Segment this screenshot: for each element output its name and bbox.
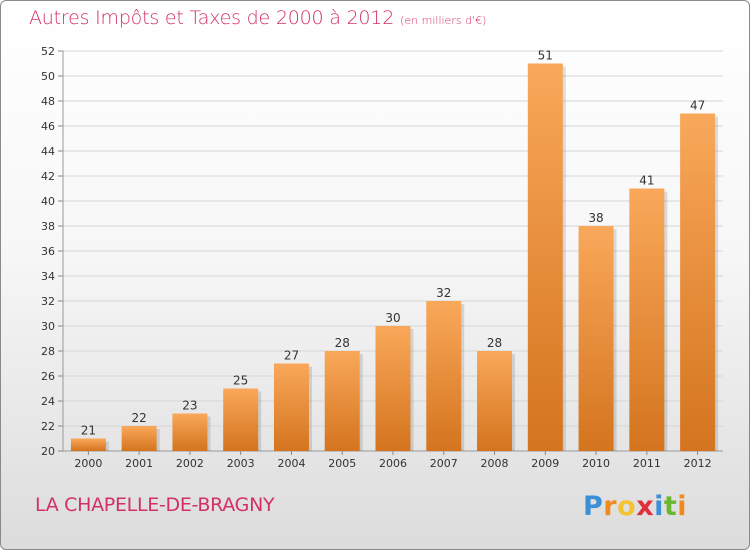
x-tick-label: 2007 <box>430 457 458 470</box>
logo-letter: P <box>583 491 604 522</box>
chart-title: Autres Impôts et Taxes de 2000 à 2012 (en… <box>29 7 486 29</box>
commune-name: LA CHAPELLE-DE-BRAGNY <box>35 494 275 516</box>
bar-value-label: 22 <box>132 411 147 425</box>
x-tick-label: 2001 <box>125 457 153 470</box>
y-tick-label: 50 <box>41 70 55 83</box>
proxiti-logo: Proxiti <box>583 491 687 522</box>
y-tick-label: 26 <box>41 370 55 383</box>
y-tick-label: 40 <box>41 195 55 208</box>
bar-value-label: 28 <box>487 336 502 350</box>
y-tick-label: 48 <box>41 95 55 108</box>
y-tick-label: 30 <box>41 320 55 333</box>
y-axis: 20 22 24 26 28 30 32 34 36 38 40 42 44 46 48 50 52 <box>41 45 723 458</box>
x-tick-label: 2002 <box>176 457 204 470</box>
bar-2003 <box>223 388 259 451</box>
bar-value-label: 25 <box>233 374 248 388</box>
x-tick-label: 2004 <box>277 457 305 470</box>
bar-2011 <box>629 188 665 451</box>
x-tick-label: 2005 <box>328 457 356 470</box>
logo-letter: o <box>617 491 637 522</box>
bar-value-label: 27 <box>284 349 299 363</box>
bar-value-label: 38 <box>588 211 603 225</box>
bar-2008 <box>477 351 513 451</box>
x-tick-label: 2011 <box>633 457 661 470</box>
x-tick-label: 2000 <box>74 457 102 470</box>
bar-2007 <box>426 301 462 451</box>
logo-letter: i <box>677 491 688 522</box>
bar-value-label: 51 <box>538 49 553 63</box>
logo-letter: x <box>636 491 655 522</box>
x-tick-label: 2006 <box>379 457 407 470</box>
y-tick-label: 20 <box>41 445 55 458</box>
bar-value-label: 28 <box>335 336 350 350</box>
bar-value-label: 21 <box>81 424 96 438</box>
x-tick-label: 2012 <box>684 457 712 470</box>
bar-2006 <box>375 326 411 451</box>
bar-value-label: 41 <box>639 174 654 188</box>
y-tick-label: 28 <box>41 345 55 358</box>
bar-2001 <box>121 426 157 451</box>
chart-title-text: Autres Impôts et Taxes de 2000 à 2012 <box>29 7 395 29</box>
y-tick-label: 38 <box>41 220 55 233</box>
y-tick-label: 44 <box>41 145 55 158</box>
bar-value-label: 32 <box>436 286 451 300</box>
y-tick-label: 34 <box>41 270 55 283</box>
y-tick-label: 24 <box>41 395 55 408</box>
y-tick-label: 22 <box>41 420 55 433</box>
bar-2009 <box>527 63 563 451</box>
logo-letter: i <box>654 491 664 522</box>
x-tick-label: 2008 <box>481 457 509 470</box>
y-tick-label: 32 <box>41 295 55 308</box>
bar-value-label: 47 <box>690 99 705 113</box>
y-tick-label: 36 <box>41 245 55 258</box>
y-tick-label: 46 <box>41 120 55 133</box>
x-tick-label: 2003 <box>227 457 255 470</box>
bar-2010 <box>578 226 614 451</box>
bar-2012 <box>680 113 716 451</box>
logo-letter: r <box>603 491 618 522</box>
x-axis: 2000 2001 2002 2003 2004 2005 2006 2007 2008 2009… <box>74 451 712 470</box>
bars: 21 22 23 25 27 28 30 32 28 51 38 41 47 <box>70 49 719 451</box>
x-tick-label: 2010 <box>582 457 610 470</box>
bar-value-label: 30 <box>385 311 400 325</box>
bar-2005 <box>324 351 360 451</box>
bar-2004 <box>273 363 309 451</box>
y-tick-label: 52 <box>41 45 55 58</box>
chart-unit-note: (en milliers d'€) <box>400 14 487 27</box>
bar-2002 <box>172 413 208 451</box>
bar-value-label: 23 <box>182 399 197 413</box>
bar-2000 <box>70 438 106 451</box>
y-tick-label: 42 <box>41 170 55 183</box>
x-tick-label: 2009 <box>531 457 559 470</box>
logo-letter: t <box>663 491 678 522</box>
